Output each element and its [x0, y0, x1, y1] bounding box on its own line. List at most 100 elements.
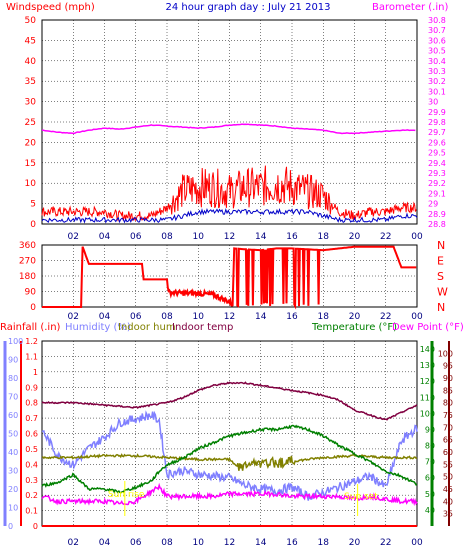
temp-x-tick-label: 16: [286, 538, 298, 548]
dewpoint-tick-label: 55: [443, 460, 453, 469]
wind-tick-label: 20: [25, 138, 37, 148]
baro-tick-label: 30.7: [428, 26, 446, 35]
dewpoint-tick-label: 100: [438, 349, 453, 358]
compass-label: E: [437, 255, 444, 268]
baro-tick-label: 29.4: [428, 159, 446, 168]
wind-x-tick-label: 20: [349, 232, 361, 242]
baro-tick-label: 30.5: [428, 47, 446, 56]
humidity-tick-label: 20: [8, 485, 18, 494]
dewpoint-tick-label: 80: [443, 399, 453, 408]
wind-x-tick-label: 06: [130, 232, 142, 242]
rain-axis-title: Rainfall (.in): [0, 322, 61, 333]
chart-title: 24 hour graph day : July 21 2013: [165, 2, 330, 13]
sunset-label: Sun set: [344, 492, 378, 502]
wind-x-tick-label: 04: [99, 232, 111, 242]
temp-x-tick-label: 10: [193, 538, 205, 548]
humidity-tick-label: 80: [8, 374, 18, 383]
direction-x-tick-label: 12: [224, 312, 235, 322]
rain-tick-label: 0.7: [25, 414, 38, 423]
humidity-tick-label: 40: [8, 448, 18, 457]
temp-x-tick-label: 04: [99, 538, 111, 548]
temp-x-tick-label: 06: [130, 538, 142, 548]
baro-tick-label: 29.7: [428, 128, 446, 137]
wind-x-tick-label: 14: [255, 232, 267, 242]
wind-x-tick-label: 18: [318, 232, 330, 242]
wind-x-tick-label: 00: [411, 232, 423, 242]
direction-tick-label: 270: [19, 257, 36, 267]
direction-tick-label: 360: [19, 241, 36, 251]
baro-tick-label: 30.2: [428, 77, 446, 86]
wind-tick-label: 40: [25, 57, 37, 67]
wind-tick-label: 0: [30, 220, 36, 230]
humidity-tick-label: 30: [8, 467, 18, 476]
baro-tick-label: 28.8: [428, 220, 446, 229]
temperature-tick-label: 60: [425, 474, 435, 483]
baro-tick-label: 30: [428, 98, 438, 107]
humidity-tick-label: 50: [8, 430, 18, 439]
indoor-temp-title: Indoor temp: [172, 322, 233, 333]
direction-tick-label: 90: [25, 288, 37, 298]
baro-tick-label: 29: [428, 200, 438, 209]
temp-x-tick-label: 14: [255, 538, 267, 548]
direction-x-tick-label: 00: [411, 312, 423, 322]
temperature-tick-label: 100: [420, 409, 435, 418]
humidity-tick-label: 10: [8, 504, 18, 513]
baro-tick-label: 30.8: [428, 16, 446, 25]
rain-tick-label: 1.2: [25, 337, 38, 346]
direction-x-tick-label: 06: [130, 312, 142, 322]
baro-tick-label: 29.8: [428, 118, 446, 127]
direction-x-tick-label: 10: [193, 312, 205, 322]
dewpoint-tick-label: 45: [443, 485, 453, 494]
rain-tick-label: 0.5: [25, 445, 38, 454]
temperature-tick-label: 130: [420, 361, 435, 370]
direction-x-tick-label: 20: [349, 312, 361, 322]
wind-tick-label: 45: [25, 36, 36, 46]
wind-tick-label: 10: [25, 179, 37, 189]
baro-tick-label: 30.4: [428, 57, 446, 66]
dewpoint-tick-label: 70: [443, 423, 453, 432]
humidity-axis-title: Humidity (%): [65, 322, 131, 333]
wind-average-line: [41, 207, 418, 224]
rain-tick-label: 0.8: [25, 399, 38, 408]
temperature-line: [41, 424, 418, 494]
indoor-temp-line: [41, 381, 418, 421]
compass-label: N: [437, 301, 445, 314]
temp-x-tick-label: 02: [68, 538, 79, 548]
temp-x-tick-label: 22: [380, 538, 391, 548]
compass-label: W: [437, 286, 448, 299]
humidity-tick-label: 0: [8, 522, 13, 531]
dewpoint-tick-label: 90: [443, 374, 453, 383]
temperature-tick-label: 120: [420, 377, 435, 386]
rain-tick-label: 0.3: [25, 476, 38, 485]
wind-x-tick-label: 08: [161, 232, 173, 242]
dewpoint-tick-label: 60: [443, 448, 453, 457]
direction-tick-label: 180: [19, 272, 36, 282]
baro-tick-label: 30.3: [428, 67, 446, 76]
barometer-line: [41, 123, 416, 135]
baro-tick-label: 30.6: [428, 36, 446, 45]
wind-x-tick-label: 16: [286, 232, 298, 242]
humidity-line: [41, 410, 418, 501]
humidity-tick-label: 90: [8, 356, 18, 365]
dewpoint-tick-label: 95: [443, 362, 453, 371]
baro-tick-label: 30.1: [428, 87, 446, 96]
dewpoint-tick-label: 85: [443, 386, 453, 395]
direction-x-tick-label: 14: [255, 312, 267, 322]
wind-tick-label: 35: [25, 77, 36, 87]
temperature-tick-label: 110: [420, 393, 435, 402]
temperature-tick-label: 90: [425, 425, 435, 434]
direction-x-tick-label: 22: [380, 312, 391, 322]
direction-tick-label: 0: [30, 303, 36, 313]
temperature-axis-title: Temperature (°F): [311, 322, 397, 333]
baro-tick-label: 29.6: [428, 138, 446, 147]
direction-x-tick-label: 16: [286, 312, 298, 322]
temperature-tick-label: 140: [420, 345, 435, 354]
temp-x-tick-label: 08: [161, 538, 173, 548]
rain-tick-label: 1: [33, 368, 38, 377]
baro-tick-label: 29.3: [428, 169, 446, 178]
humidity-tick-label: 100: [8, 337, 23, 346]
direction-x-tick-label: 18: [318, 312, 330, 322]
baro-tick-label: 29.2: [428, 179, 446, 188]
wind-tick-label: 30: [25, 98, 37, 108]
